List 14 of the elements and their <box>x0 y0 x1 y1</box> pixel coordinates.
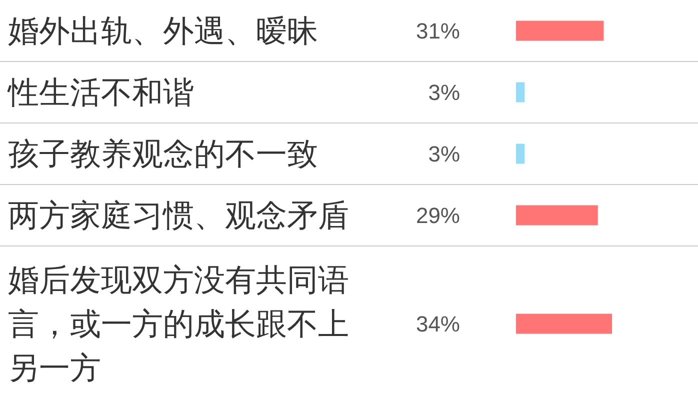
bar <box>516 82 524 102</box>
data-label: 3% <box>428 141 460 166</box>
data-label: 34% <box>416 311 460 336</box>
y-tick-label: 孩子教养观念的不一致 <box>8 136 318 172</box>
data-label: 3% <box>428 80 460 105</box>
y-tick-label: 两方家庭习惯、观念矛盾 <box>8 198 349 233</box>
bar <box>516 205 598 226</box>
y-tick-label: 性生活不和谐 <box>7 74 194 110</box>
data-label: 29% <box>416 202 460 228</box>
bar <box>516 144 524 164</box>
y-tick-label: 婚外出轨、外遇、暧昧 <box>8 13 318 48</box>
y-tick-label: 婚后发现双方没有共同语言，或一方的成长跟不上另一方 <box>8 262 349 386</box>
bar <box>516 20 604 41</box>
data-label: 31% <box>416 18 460 44</box>
